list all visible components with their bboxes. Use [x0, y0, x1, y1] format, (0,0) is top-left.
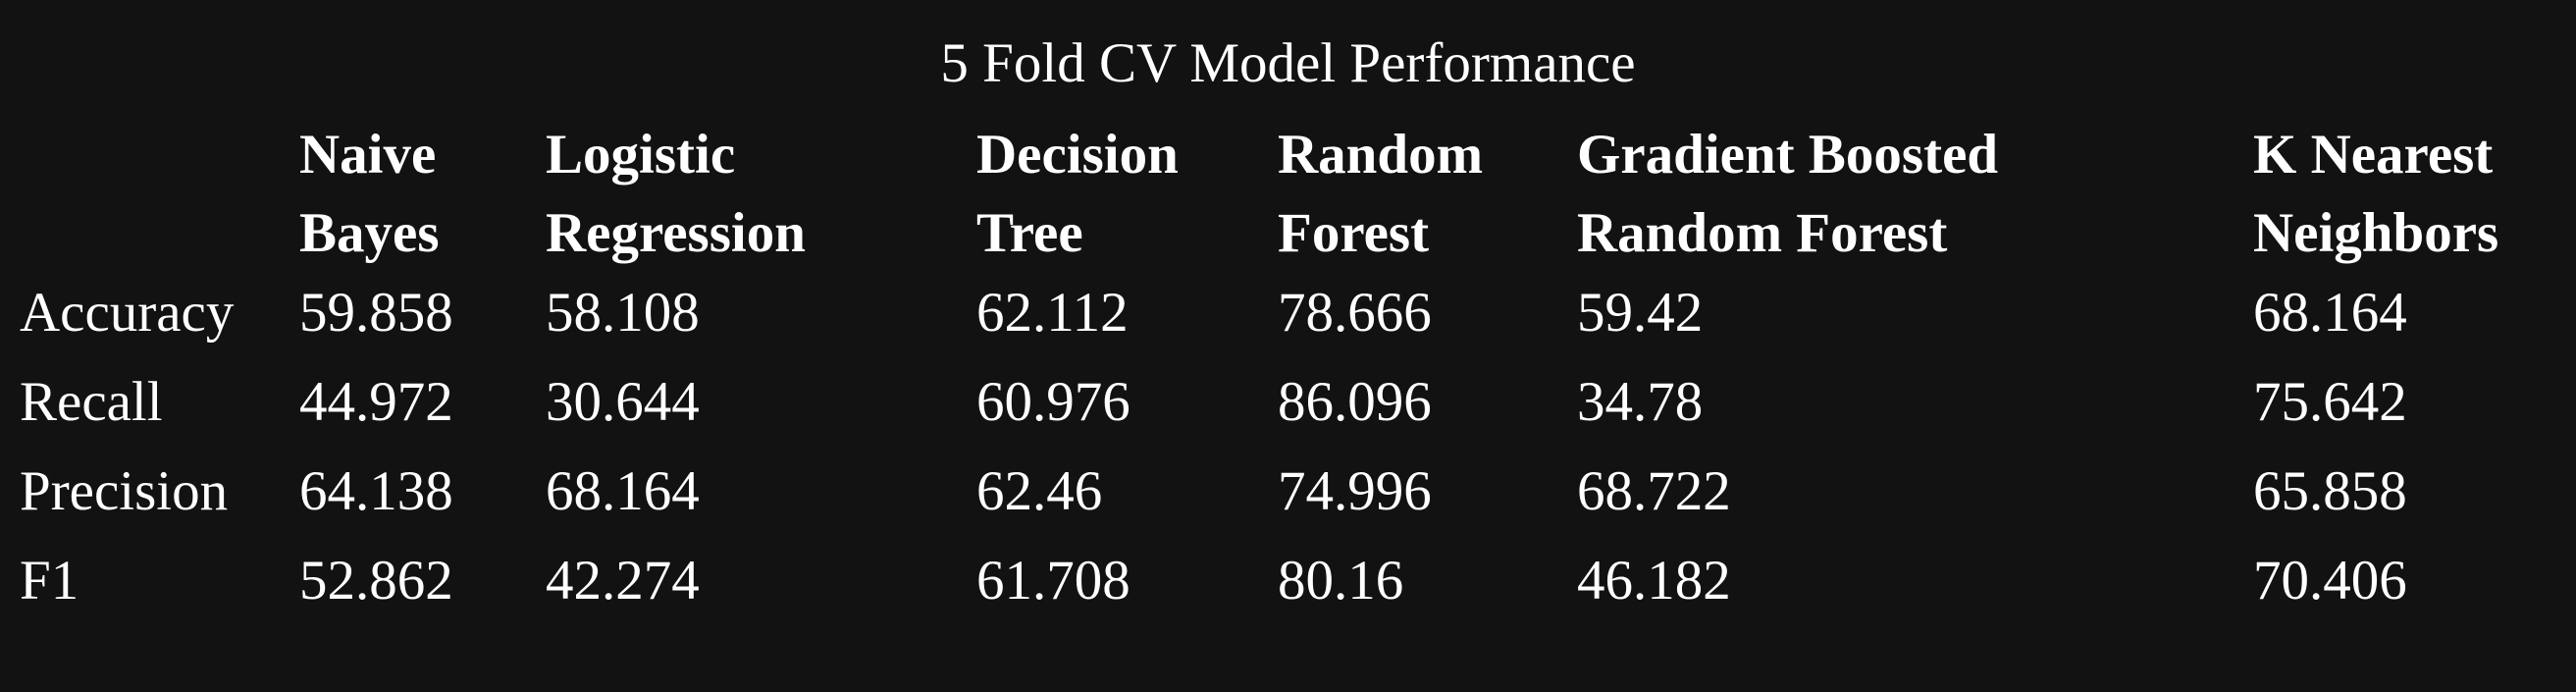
column-header-gradient-boosted-random-forest: Gradient Boosted Random Forest — [1577, 116, 1998, 273]
column-header-line: Neighbors — [2253, 202, 2499, 264]
table-cell: 62.46 — [976, 460, 1103, 522]
column-header-line: Bayes — [299, 202, 440, 264]
column-header-line: Naive — [299, 124, 437, 186]
column-header-logistic-regression: Logistic Regression — [546, 116, 806, 273]
row-label-recall: Recall — [20, 371, 163, 433]
table-cell: 30.644 — [546, 371, 700, 433]
column-header-line: Gradient Boosted — [1577, 124, 1999, 186]
column-header-random-forest: Random Forest — [1278, 116, 1483, 273]
table-cell: 42.274 — [546, 550, 700, 612]
table-cell: 65.858 — [2253, 460, 2407, 522]
table-cell: 70.406 — [2253, 550, 2407, 612]
table-cell: 59.42 — [1577, 282, 1704, 344]
table-cell: 52.862 — [299, 550, 453, 612]
table-cell: 34.78 — [1577, 371, 1704, 433]
column-header-line: Forest — [1278, 202, 1430, 264]
table-cell: 74.996 — [1278, 460, 1432, 522]
column-header-line: Random — [1278, 124, 1484, 186]
table-cell: 61.708 — [976, 550, 1130, 612]
column-header-k-nearest-neighbors: K Nearest Neighbors — [2253, 116, 2498, 273]
table-cell: 78.666 — [1278, 282, 1432, 344]
column-header-line: Random Forest — [1577, 202, 1948, 264]
column-header-decision-tree: Decision Tree — [976, 116, 1179, 273]
row-label-precision: Precision — [20, 460, 229, 522]
table-cell: 80.16 — [1278, 550, 1404, 612]
column-header-line: Decision — [976, 124, 1179, 186]
column-header-line: K Nearest — [2253, 124, 2494, 186]
row-label-accuracy: Accuracy — [20, 282, 235, 344]
table-cell: 68.164 — [2253, 282, 2407, 344]
table-cell: 44.972 — [299, 371, 453, 433]
table-cell: 68.164 — [546, 460, 700, 522]
table-cell: 68.722 — [1577, 460, 1731, 522]
table-cell: 46.182 — [1577, 550, 1731, 612]
table-cell: 75.642 — [2253, 371, 2407, 433]
table-cell: 58.108 — [546, 282, 700, 344]
table-title: 5 Fold CV Model Performance — [940, 32, 1636, 94]
column-header-line: Logistic — [546, 124, 736, 186]
table-cell: 62.112 — [976, 282, 1129, 344]
row-label-f1: F1 — [20, 550, 79, 612]
column-header-naive-bayes: Naive Bayes — [299, 116, 440, 273]
table-cell: 59.858 — [299, 282, 453, 344]
table-cell: 60.976 — [976, 371, 1130, 433]
table-cell: 86.096 — [1278, 371, 1432, 433]
column-header-line: Tree — [976, 202, 1083, 264]
column-header-line: Regression — [546, 202, 806, 264]
table-cell: 64.138 — [299, 460, 453, 522]
